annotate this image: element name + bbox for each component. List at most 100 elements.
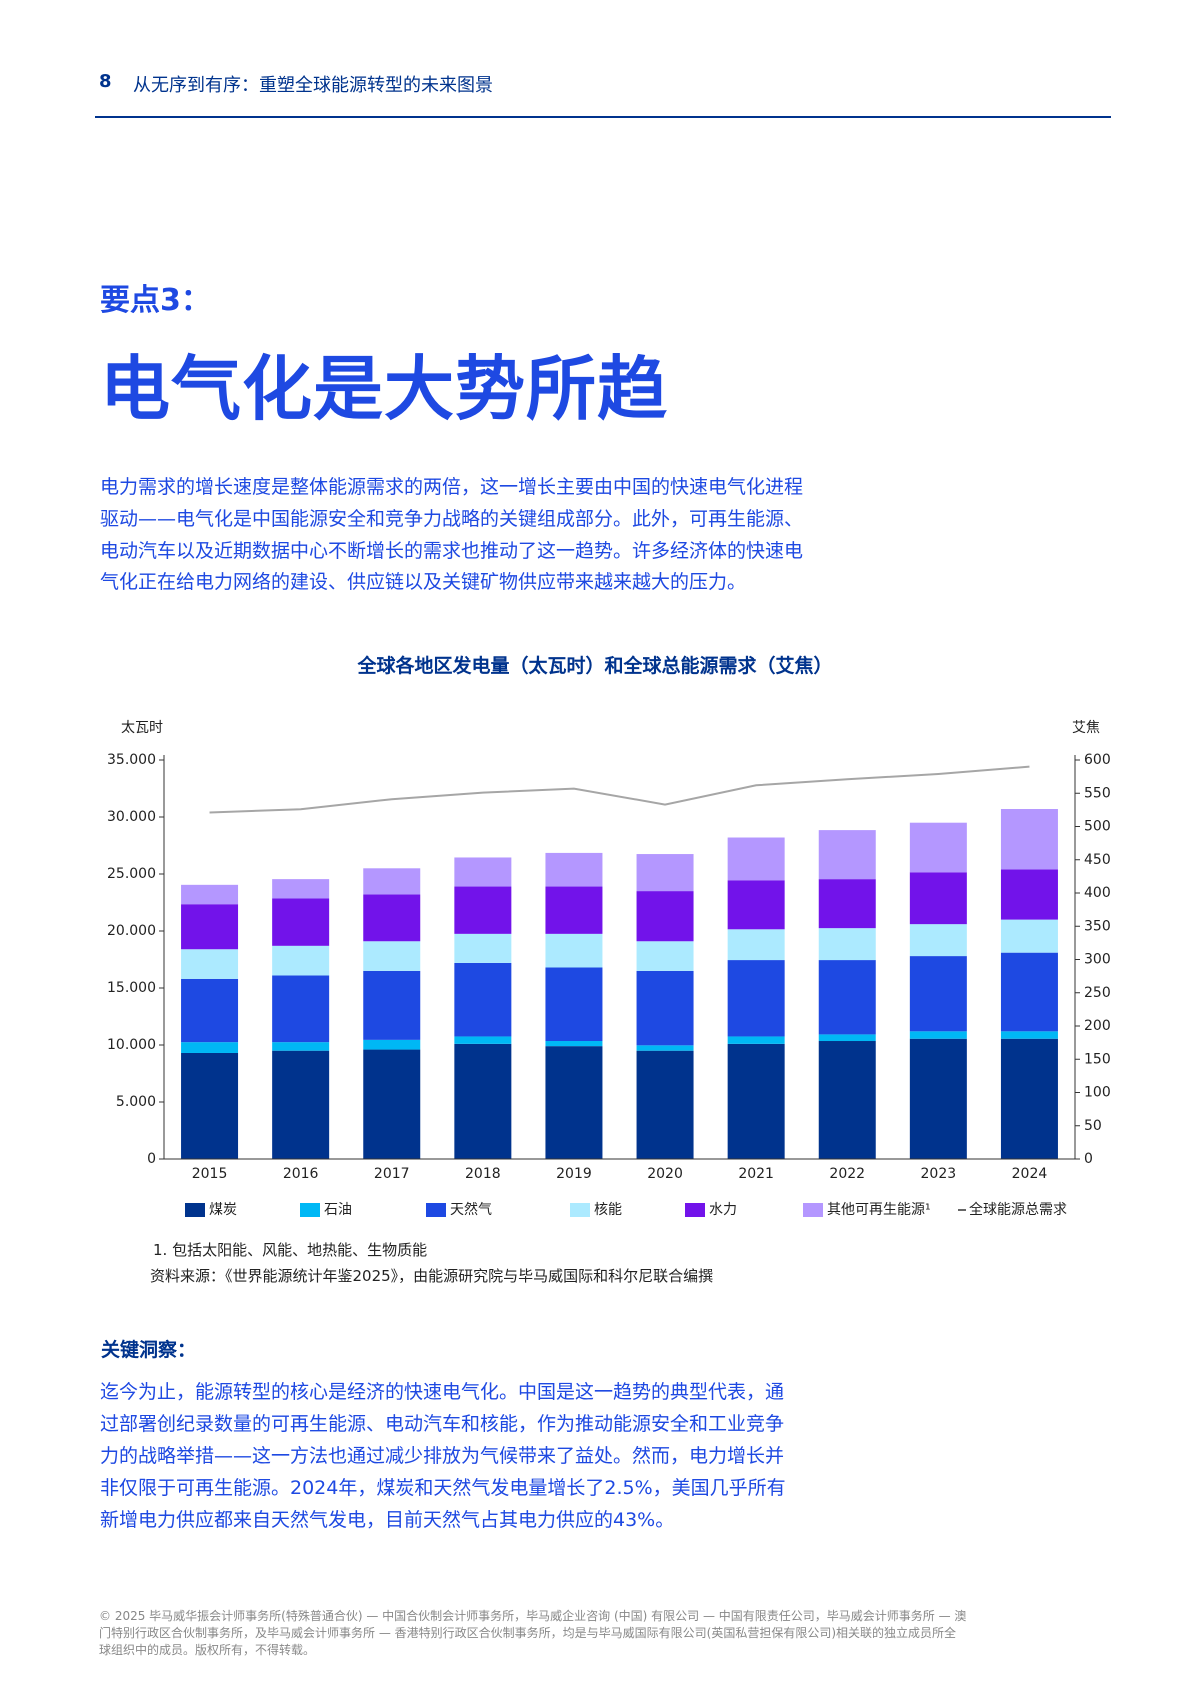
y-axis-title: 太瓦时 bbox=[121, 720, 163, 736]
bar-segment bbox=[454, 857, 512, 887]
insight-line: 迄今为止，能源转型的核心是经济的快速电气化。中国是这一趋势的典型代表，通 bbox=[100, 1381, 785, 1403]
bar-segment bbox=[1000, 919, 1058, 953]
footer-line: 门特别行政区合伙制事务所，及毕马威会计师事务所 — 香港特别行政区合伙制事务所，… bbox=[99, 1626, 956, 1640]
bar-segment bbox=[454, 886, 512, 934]
legend-label: 全球能源总需求 bbox=[969, 1201, 1067, 1218]
chart-title: 全球各地区发电量（太瓦时）和全球总能源需求（艾焦） bbox=[357, 655, 833, 677]
bar-segment bbox=[1000, 809, 1058, 870]
bar-segment bbox=[363, 1049, 421, 1159]
source: 资料来源：《世界能源统计年鉴2025》，由能源研究院与毕马威国际和科尔尼联合编撰 bbox=[150, 1267, 714, 1285]
bar-segment bbox=[363, 894, 421, 942]
bar-segment bbox=[181, 1042, 239, 1053]
y2-tick-label: 50 bbox=[1084, 1118, 1102, 1134]
x-tick-label: 2023 bbox=[921, 1166, 957, 1182]
y-tick-label: 15.000 bbox=[107, 980, 156, 996]
bar-segment bbox=[636, 970, 694, 1046]
bar-segment bbox=[909, 1031, 967, 1039]
bar-segment bbox=[454, 962, 512, 1037]
bar-segment bbox=[272, 1050, 330, 1159]
x-tick-label: 2017 bbox=[374, 1166, 410, 1182]
footnote: 1. 包括太阳能、风能、地热能、生物质能 bbox=[153, 1241, 428, 1259]
y-tick-label: 30.000 bbox=[107, 809, 156, 825]
section-label: 要点3： bbox=[100, 283, 211, 318]
legend-swatch bbox=[685, 1203, 705, 1217]
y2-tick-label: 600 bbox=[1084, 752, 1111, 768]
bar-segment bbox=[818, 1034, 876, 1042]
intro-line: 电动汽车以及近期数据中心不断增长的需求也推动了这一趋势。许多经济体的快速电 bbox=[100, 540, 804, 562]
x-tick-label: 2018 bbox=[465, 1166, 501, 1182]
bar-segment bbox=[818, 928, 876, 961]
y-tick-label: 0 bbox=[147, 1151, 156, 1167]
bar-segment bbox=[909, 1038, 967, 1159]
x-tick-label: 2024 bbox=[1012, 1166, 1048, 1182]
intro-line: 气化正在给电力网络的建设、供应链以及关键矿物供应带来越来越大的压力。 bbox=[100, 571, 747, 593]
legend-swatch bbox=[426, 1203, 446, 1217]
bar-segment bbox=[272, 945, 330, 976]
legend-label: 核能 bbox=[594, 1202, 622, 1218]
bar-segment bbox=[818, 1041, 876, 1159]
bar-segment bbox=[909, 822, 967, 873]
bar-segment bbox=[363, 941, 421, 971]
bar-segment bbox=[636, 891, 694, 942]
header-title: 从无序到有序：重塑全球能源转型的未来图景 bbox=[133, 75, 493, 96]
header-rule bbox=[95, 116, 1111, 118]
bar-segment bbox=[1000, 1038, 1058, 1159]
bar-segment bbox=[545, 852, 603, 887]
bar-segment bbox=[636, 941, 694, 971]
bar-segment bbox=[454, 933, 512, 963]
bar-segment bbox=[545, 1046, 603, 1159]
bar-segment bbox=[818, 830, 876, 880]
bar-segment bbox=[363, 868, 421, 895]
legend-swatch bbox=[185, 1203, 205, 1217]
intro-line: 电力需求的增长速度是整体能源需求的两倍，这一增长主要由中国的快速电气化进程 bbox=[100, 476, 804, 498]
bar-segment bbox=[181, 884, 239, 905]
bar-segment bbox=[363, 970, 421, 1040]
bar-segment bbox=[1000, 869, 1058, 920]
y2-tick-label: 500 bbox=[1084, 819, 1111, 835]
insight-line: 力的战略举措——这一方法也通过减少排放为气候带来了益处。然而，电力增长并 bbox=[100, 1445, 785, 1467]
legend-swatch bbox=[803, 1203, 823, 1217]
y2-tick-label: 300 bbox=[1084, 952, 1111, 968]
bar-segment bbox=[181, 949, 239, 979]
x-tick-label: 2022 bbox=[829, 1166, 865, 1182]
bar-segment bbox=[545, 933, 603, 968]
section-title: 电气化是大势所趋 bbox=[100, 348, 668, 430]
bar-segment bbox=[727, 1043, 785, 1159]
bar-segment bbox=[545, 967, 603, 1042]
intro-line: 驱动——电气化是中国能源安全和竞争力战略的关键组成部分。此外，可再生能源、 bbox=[100, 508, 804, 530]
y2-tick-label: 450 bbox=[1084, 852, 1111, 868]
y2-tick-label: 200 bbox=[1084, 1018, 1111, 1034]
y-tick-label: 25.000 bbox=[107, 866, 156, 882]
x-tick-label: 2019 bbox=[556, 1166, 592, 1182]
bar-segment bbox=[727, 1036, 785, 1044]
bar-segment bbox=[1000, 1031, 1058, 1039]
bar-segment bbox=[909, 924, 967, 957]
bar-segment bbox=[545, 1041, 603, 1047]
bar-segment bbox=[272, 879, 330, 899]
bar-segment bbox=[545, 886, 603, 934]
y2-tick-label: 0 bbox=[1084, 1151, 1093, 1167]
bar-segment bbox=[181, 1052, 239, 1159]
y2-axis-title: 艾焦 bbox=[1072, 720, 1100, 736]
chart: 太瓦时 艾焦 0 5.000 10.000 15.000 20.000 25.000 30.00… bbox=[107, 720, 1111, 1218]
x-tick-label: 2015 bbox=[192, 1166, 228, 1182]
y2-tick-label: 550 bbox=[1084, 785, 1111, 801]
y-tick-label: 10.000 bbox=[107, 1037, 156, 1053]
bar-segment bbox=[272, 898, 330, 946]
bar-segment bbox=[727, 880, 785, 930]
bar-segment bbox=[272, 975, 330, 1043]
bar-segment bbox=[636, 1050, 694, 1159]
legend-label: 其他可再生能源¹ bbox=[827, 1202, 931, 1218]
bar-segment bbox=[818, 960, 876, 1035]
legend-label: 天然气 bbox=[450, 1201, 492, 1218]
y-tick-label: 20.000 bbox=[107, 923, 156, 939]
bar-segment bbox=[727, 837, 785, 881]
y-tick-label: 35.000 bbox=[107, 752, 156, 768]
x-tick-label: 2016 bbox=[283, 1166, 319, 1182]
y2-tick-label: 100 bbox=[1084, 1085, 1111, 1101]
legend-label: 石油 bbox=[324, 1202, 352, 1218]
page-number: 8 bbox=[99, 71, 112, 92]
bar-segment bbox=[454, 1043, 512, 1159]
legend-label: 水力 bbox=[709, 1202, 737, 1218]
